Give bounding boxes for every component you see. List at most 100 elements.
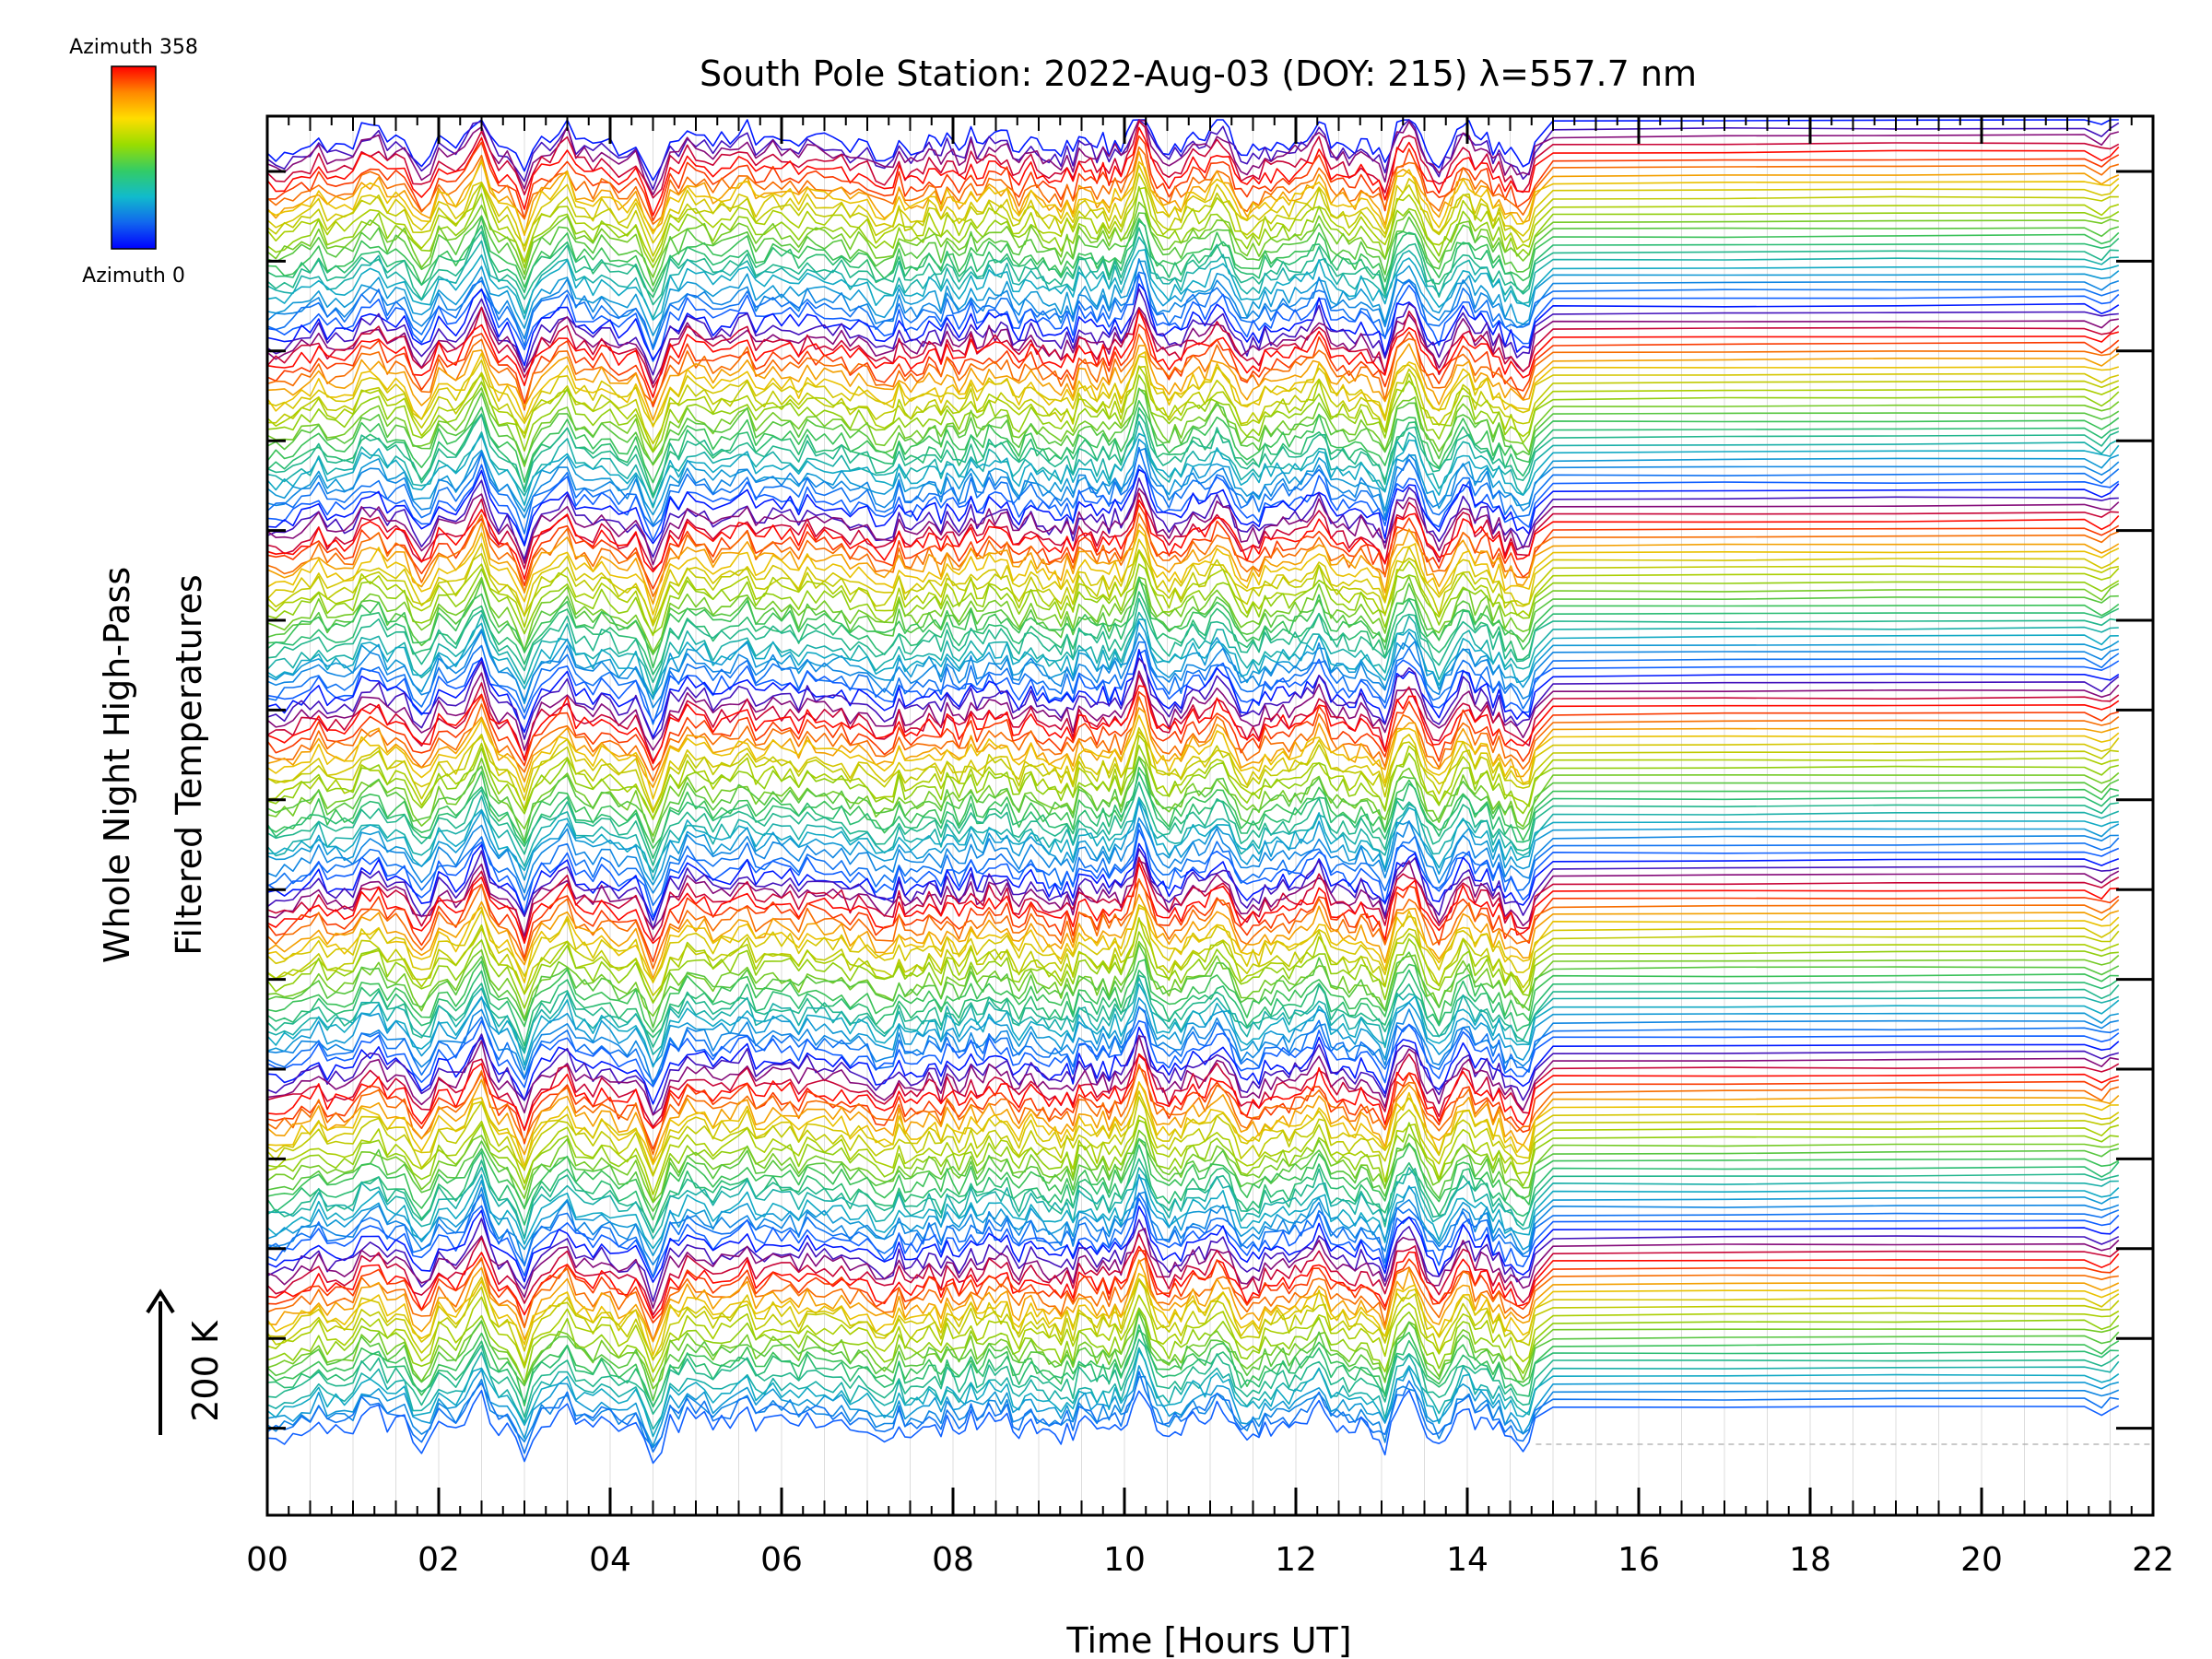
series-line — [266, 1064, 2120, 1156]
series-line — [266, 135, 2120, 222]
series-line — [266, 1197, 2120, 1278]
series-line — [266, 893, 2120, 980]
series-line — [266, 288, 2119, 376]
series-line — [266, 1173, 2120, 1250]
series-line — [266, 1173, 2119, 1256]
series-line — [266, 917, 2120, 1004]
series-line — [266, 657, 2120, 740]
series-line — [266, 283, 2120, 367]
series-line — [266, 1249, 2120, 1328]
series-line — [266, 1096, 2120, 1177]
series-line — [266, 1078, 2120, 1163]
scale-label: 200 K — [185, 1320, 226, 1422]
series-line — [266, 1349, 2120, 1438]
series-line — [266, 1365, 2119, 1447]
series-line — [266, 1233, 2120, 1316]
series-line — [266, 219, 2120, 299]
series-line — [266, 1090, 2120, 1176]
y-axis-label-line2: Filtered Temperatures — [169, 574, 209, 955]
series-line — [266, 1019, 2120, 1088]
series-line — [266, 438, 2120, 516]
chart-title: South Pole Station: 2022-Aug-03 (DOY: 21… — [700, 53, 1697, 94]
series-line — [266, 801, 2120, 886]
series-line — [266, 856, 2120, 943]
series-line — [266, 529, 2120, 616]
series-line — [266, 744, 2119, 820]
series-line — [266, 374, 2120, 453]
series-line — [266, 1206, 2120, 1283]
series-line — [266, 974, 2120, 1052]
series-line — [266, 185, 2120, 269]
series-line — [266, 1192, 2120, 1278]
series-line — [266, 447, 2120, 526]
series-line — [266, 726, 2119, 814]
series-line — [266, 355, 2120, 427]
series-line — [266, 365, 2120, 445]
series-line — [266, 333, 2120, 411]
series-line — [266, 766, 2119, 850]
series-line — [266, 1053, 2120, 1132]
series-line — [266, 1228, 2120, 1309]
series-line — [266, 1129, 2120, 1204]
scale-arrow-head — [146, 1288, 175, 1314]
series-line — [266, 817, 2119, 894]
series-line — [266, 1053, 2120, 1131]
series-line — [266, 164, 2120, 253]
x-tick-label: 22 — [2132, 1541, 2174, 1579]
series-line — [266, 629, 2119, 709]
series-line — [266, 1338, 2120, 1418]
series-line — [266, 365, 2120, 453]
series-line — [266, 848, 2120, 930]
series-line — [266, 1137, 2120, 1221]
series-line — [266, 707, 2120, 789]
colorbar-top-label: Azimuth 358 — [69, 36, 198, 59]
series-line — [266, 150, 2120, 237]
series-line — [266, 829, 2120, 918]
x-tick-label: 00 — [246, 1541, 288, 1579]
series-line — [266, 1371, 2119, 1454]
series-line — [266, 1389, 2120, 1465]
series-line — [266, 781, 2119, 866]
series-line — [266, 271, 2120, 351]
series-line — [266, 522, 2120, 606]
series-line — [266, 611, 2119, 696]
series-line — [266, 1309, 2120, 1390]
series-line — [266, 1034, 2119, 1116]
series-line — [266, 714, 2120, 800]
series-line — [266, 618, 2119, 700]
series-line — [266, 160, 2120, 236]
series-line — [266, 212, 2120, 287]
series-line — [266, 309, 2119, 398]
series-line — [266, 387, 2120, 465]
series-line — [266, 591, 2120, 676]
series-line — [266, 862, 2119, 945]
series-line — [266, 1158, 2119, 1240]
series-line — [266, 488, 2120, 566]
series-line — [266, 798, 2119, 881]
x-tick-label: 20 — [1960, 1541, 2003, 1579]
series-line — [266, 432, 2120, 507]
series-line — [266, 119, 2120, 195]
series-line — [266, 413, 2120, 499]
y-axis-label-line1: Whole Night High-Pass — [97, 567, 137, 963]
series-line — [266, 877, 2120, 970]
series-line — [266, 146, 2120, 225]
series-lines — [266, 119, 2153, 1465]
series-line — [266, 260, 2120, 336]
series-line — [266, 1006, 2119, 1087]
series-line — [266, 757, 2120, 843]
series-line — [266, 995, 2119, 1071]
series-line — [266, 731, 2120, 811]
series-line — [266, 120, 2120, 199]
series-line — [266, 649, 2120, 723]
series-line — [266, 468, 2120, 547]
series-line — [266, 575, 2120, 653]
x-tick-label: 16 — [1618, 1541, 1660, 1579]
series-line — [266, 690, 2120, 771]
series-line — [266, 1294, 2120, 1373]
x-tick-label: 06 — [760, 1541, 803, 1579]
x-tick-label: 12 — [1275, 1541, 1317, 1579]
series-line — [266, 977, 2120, 1055]
series-line — [266, 201, 2119, 278]
